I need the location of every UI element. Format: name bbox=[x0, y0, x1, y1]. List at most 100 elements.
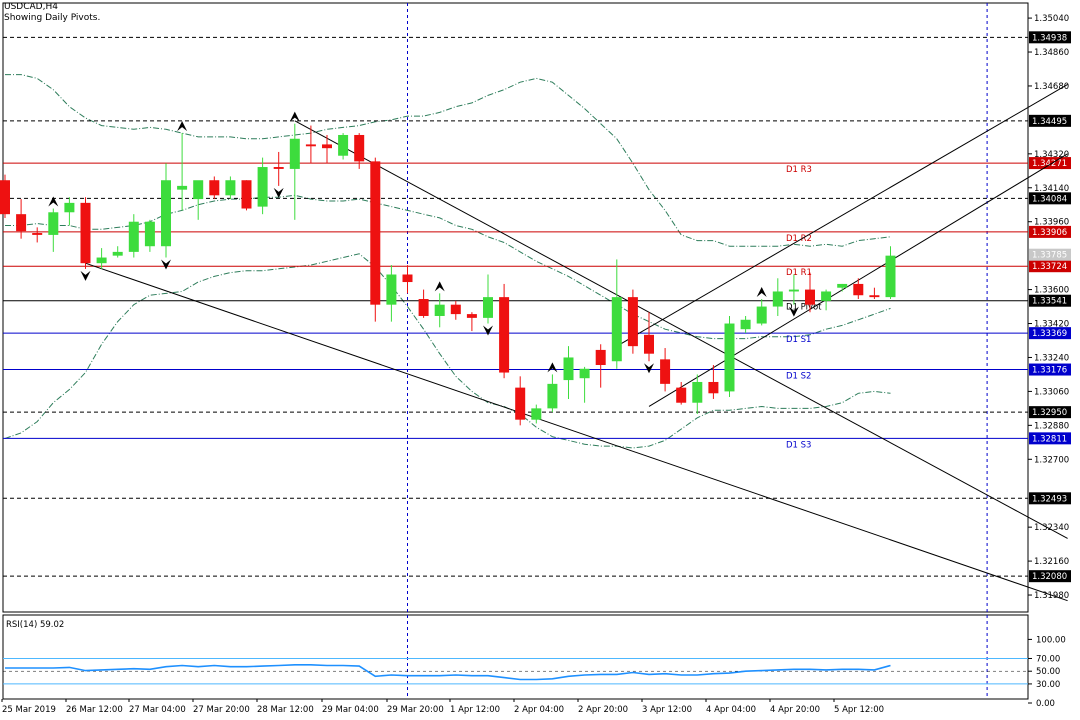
candle-body bbox=[853, 283, 864, 296]
candle-body bbox=[16, 214, 27, 232]
price-tick-label: 1.33240 bbox=[1034, 353, 1069, 363]
candle-body bbox=[579, 368, 590, 379]
candle bbox=[418, 289, 429, 318]
candle-body bbox=[96, 257, 107, 264]
candle bbox=[80, 197, 91, 269]
rsi-tick-label: 30.00 bbox=[1036, 680, 1060, 690]
price-tick-label: 1.35040 bbox=[1034, 14, 1069, 24]
time-tick-label: 26 Mar 12:00 bbox=[66, 705, 123, 715]
candle-body bbox=[772, 291, 783, 307]
candle bbox=[289, 123, 300, 220]
candle-body bbox=[354, 134, 365, 162]
horizontal-levels: 1.34938 1.34495 D1 R3 1.34271 1.34084 D1 R2 1.… bbox=[3, 31, 1071, 583]
fractal-up-arrow bbox=[756, 287, 767, 298]
candle-body bbox=[225, 180, 236, 196]
candle-body bbox=[80, 202, 91, 264]
candle bbox=[595, 344, 606, 388]
rsi-line bbox=[5, 663, 891, 681]
pivot-label: D1 S1 bbox=[786, 335, 811, 345]
time-tick-label: 5 Apr 12:00 bbox=[834, 705, 884, 715]
candle-body bbox=[128, 221, 139, 252]
candle-body bbox=[788, 289, 799, 292]
price-panel-frame bbox=[2, 2, 1029, 613]
candle-body bbox=[64, 202, 75, 213]
candle bbox=[144, 219, 155, 252]
time-tick-label: 1 Apr 12:00 bbox=[450, 705, 500, 715]
level-price-tag bbox=[1029, 260, 1071, 273]
candle bbox=[386, 265, 397, 322]
fractal-up-arrow bbox=[434, 281, 445, 292]
price-tick-label: 1.33060 bbox=[1034, 387, 1069, 397]
candle-body bbox=[805, 289, 815, 305]
rsi-panel-frame bbox=[2, 614, 1029, 700]
current-price-tag bbox=[1029, 248, 1071, 261]
time-tick-label: 27 Mar 20:00 bbox=[193, 705, 250, 715]
candle-body bbox=[692, 381, 703, 403]
rsi-panel: RSI(14) 59.02 100.00 70.00 50.00 30.00 0.00 bbox=[3, 620, 1066, 709]
candle bbox=[225, 176, 236, 200]
candle-body bbox=[756, 306, 767, 324]
pivot-label: D1 R2 bbox=[786, 234, 812, 244]
price-tick-label: 1.33600 bbox=[1034, 286, 1069, 296]
fractal-down-arrow bbox=[161, 259, 171, 270]
candle-body bbox=[724, 323, 735, 392]
time-tick-label: 3 Apr 12:00 bbox=[642, 705, 692, 715]
candle bbox=[112, 246, 123, 258]
candle bbox=[644, 312, 654, 362]
candle-body bbox=[660, 359, 671, 384]
level-price-text: 1.32080 bbox=[1032, 572, 1067, 582]
candle bbox=[869, 287, 880, 300]
pivot-label: D1 S3 bbox=[786, 440, 811, 450]
level-price-tag bbox=[1029, 570, 1071, 583]
rsi-tick-label: 70.00 bbox=[1036, 654, 1060, 664]
candle-body bbox=[740, 319, 751, 330]
price-tick-label: 1.32700 bbox=[1034, 455, 1069, 465]
trendline bbox=[85, 262, 1068, 602]
candle bbox=[708, 365, 719, 399]
candle bbox=[563, 346, 574, 399]
candle bbox=[241, 180, 252, 211]
level-price-text: 1.33176 bbox=[1032, 366, 1067, 376]
pivot-label: D1 S2 bbox=[786, 372, 811, 382]
level-price-tag bbox=[1029, 225, 1071, 238]
level-price-tag bbox=[1029, 157, 1071, 170]
level-price-text: 1.34084 bbox=[1032, 194, 1067, 204]
trendlines bbox=[85, 84, 1068, 602]
rsi-label: RSI(14) 59.02 bbox=[6, 620, 64, 630]
pivot-label: D1 R3 bbox=[786, 165, 812, 175]
candle bbox=[627, 289, 638, 354]
candle-body bbox=[708, 381, 719, 394]
candle bbox=[611, 259, 622, 369]
candle-body bbox=[531, 408, 542, 420]
time-axis: 25 Mar 2019 26 Mar 12:00 27 Mar 04:00 27 Ma… bbox=[1, 699, 884, 715]
fractal-up-arrow bbox=[177, 121, 188, 132]
level-price-tag bbox=[1029, 432, 1071, 445]
candle-body bbox=[547, 383, 558, 409]
candle-body bbox=[627, 297, 638, 347]
candle-body bbox=[338, 134, 349, 156]
level-price-text: 1.34495 bbox=[1032, 117, 1067, 127]
time-tick-label: 28 Mar 12:00 bbox=[257, 705, 314, 715]
fractal-up-arrow bbox=[547, 362, 558, 373]
pivot-label: D1 R1 bbox=[786, 268, 812, 278]
candle-body bbox=[821, 291, 832, 301]
level-price-text: 1.33724 bbox=[1032, 262, 1067, 272]
candle bbox=[64, 197, 75, 226]
chart-frame bbox=[2, 2, 1029, 700]
candle bbox=[305, 125, 316, 164]
candle bbox=[885, 246, 896, 300]
fractal-up-arrow bbox=[289, 111, 300, 122]
candle bbox=[338, 133, 349, 160]
candle-body bbox=[483, 297, 493, 318]
candle bbox=[821, 289, 832, 311]
rsi-tick-label: 100.00 bbox=[1036, 635, 1066, 645]
candle bbox=[273, 151, 284, 186]
candle bbox=[692, 374, 703, 415]
candle bbox=[660, 348, 671, 392]
level-price-text: 1.32950 bbox=[1032, 408, 1067, 418]
candle-body bbox=[885, 255, 896, 298]
candle bbox=[740, 315, 751, 333]
fractal-down-arrow bbox=[273, 187, 284, 198]
